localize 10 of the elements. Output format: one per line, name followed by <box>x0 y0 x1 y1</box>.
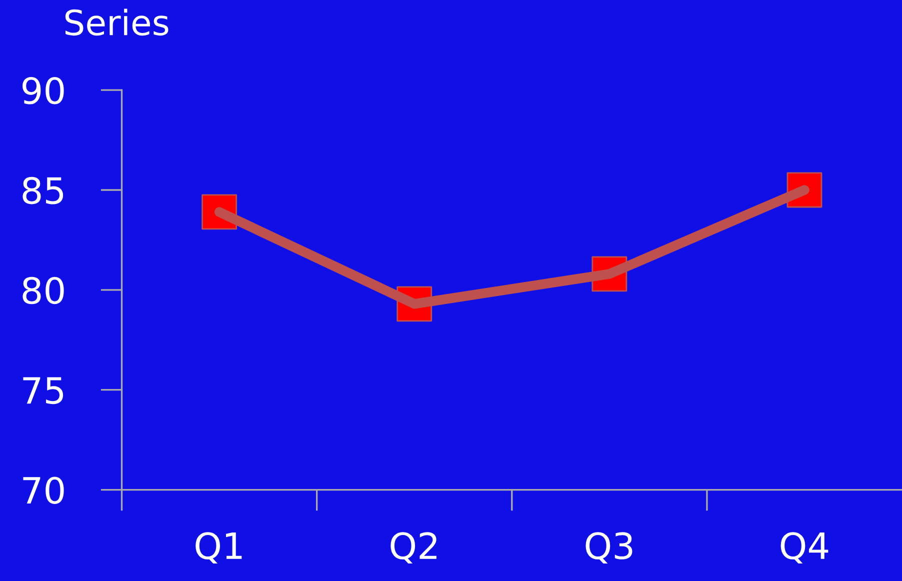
y-tick-label: 75 <box>23 377 64 404</box>
x-tick-label: Q2 <box>390 532 436 564</box>
y-tick-label: 70 <box>23 476 64 504</box>
x-tick-label: Q4 <box>780 532 828 564</box>
y-tick-label: 80 <box>22 276 64 304</box>
x-tick-label: Q1 <box>196 532 242 564</box>
x-tick-label: Q3 <box>586 532 632 564</box>
y-axis-title: Series <box>65 8 168 36</box>
y-tick-label: 85 <box>22 176 64 204</box>
y-tick-label: 90 <box>22 76 64 104</box>
